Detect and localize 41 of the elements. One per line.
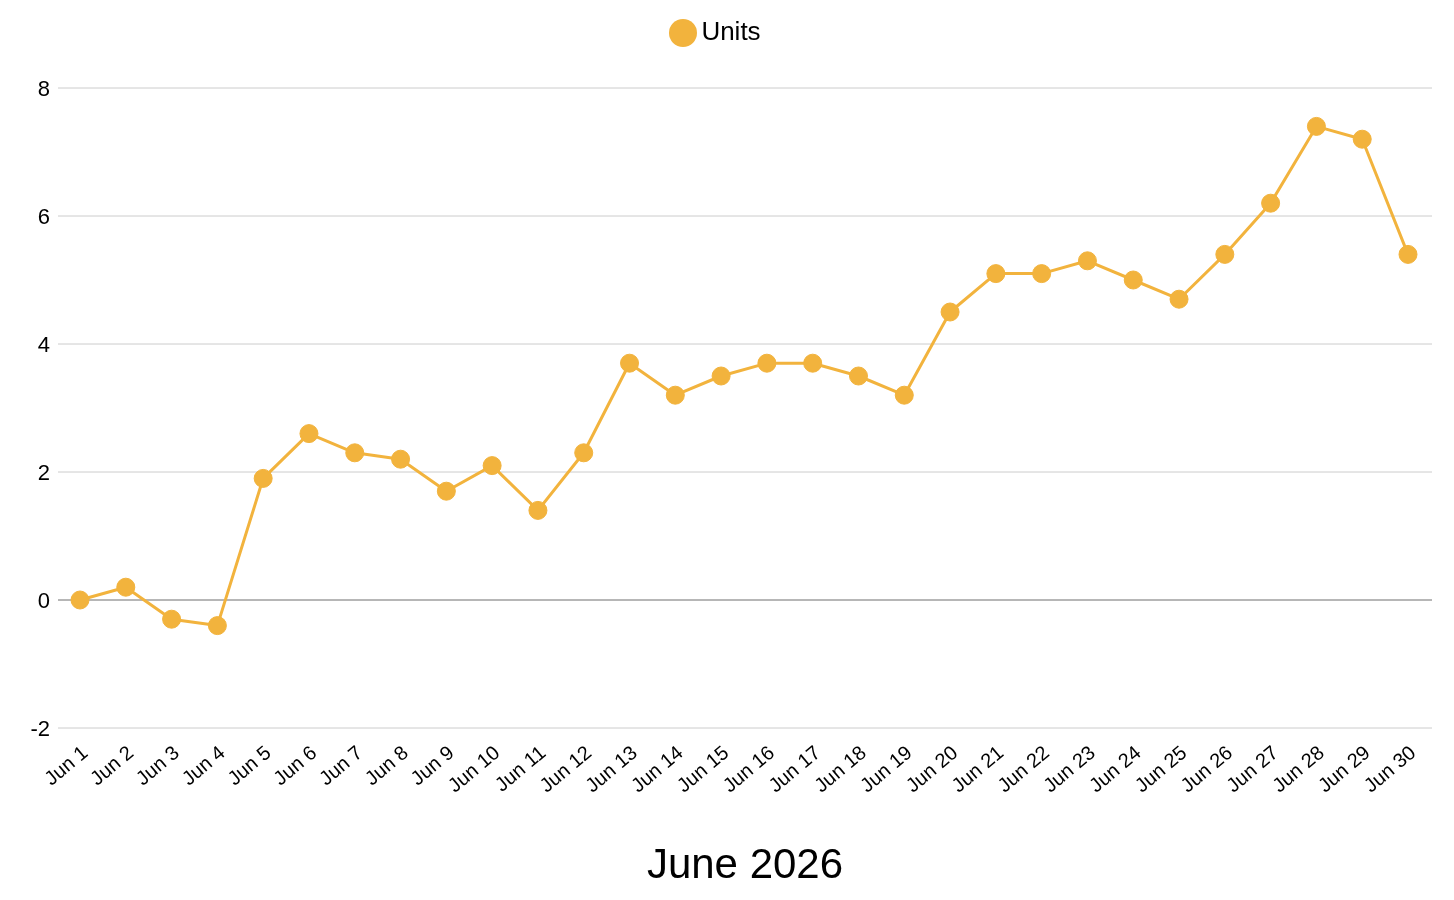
point <box>482 456 502 476</box>
point <box>528 500 548 520</box>
point <box>70 590 90 610</box>
point <box>1077 251 1097 271</box>
point <box>1169 289 1189 309</box>
x-tick-label: Jun 8 <box>360 740 413 790</box>
point <box>1123 270 1143 290</box>
point <box>665 385 685 405</box>
point <box>1261 193 1281 213</box>
point <box>757 353 777 373</box>
point <box>1398 244 1418 264</box>
point <box>848 366 868 386</box>
point <box>162 609 182 629</box>
y-tick-label: -2 <box>30 715 50 741</box>
point <box>1352 129 1372 149</box>
point <box>253 468 273 488</box>
point <box>345 443 365 463</box>
point <box>391 449 411 469</box>
point <box>1032 264 1052 284</box>
y-tick-label: 4 <box>37 331 50 357</box>
point <box>940 302 960 322</box>
y-tick-label: 2 <box>37 459 50 485</box>
y-tick-label: 6 <box>37 203 50 229</box>
y-tick-label: 8 <box>37 75 50 101</box>
point <box>711 366 731 386</box>
x-tick-label: Jun 1 <box>39 740 92 790</box>
x-axis-title: June 2026 <box>646 840 844 887</box>
point <box>986 264 1006 284</box>
point <box>1306 116 1326 136</box>
point <box>574 443 594 463</box>
x-tick-label: Jun 5 <box>223 740 275 790</box>
point <box>299 424 319 444</box>
point <box>116 577 136 597</box>
point <box>1215 244 1235 264</box>
y-tick-label: 0 <box>37 587 50 613</box>
point <box>436 481 456 501</box>
legend-label: Units <box>701 16 761 46</box>
point <box>803 353 823 373</box>
point <box>207 616 227 636</box>
point <box>894 385 914 405</box>
point <box>620 353 640 373</box>
